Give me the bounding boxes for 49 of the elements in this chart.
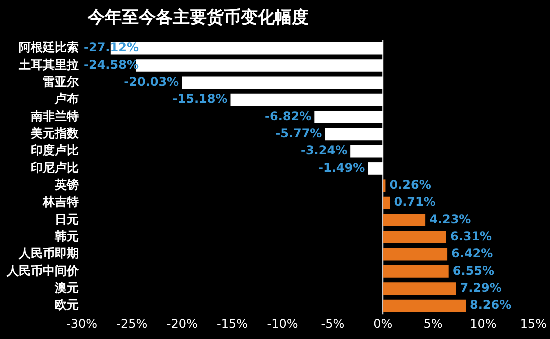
x-tick-label: 0% (374, 316, 393, 331)
x-tick-label: 15% (520, 316, 547, 331)
y-tick-label: 阿根廷比索 (19, 40, 79, 55)
y-tick-label: 人民币中间价 (6, 264, 80, 278)
data-label: -5.77% (276, 126, 322, 141)
bar (383, 300, 466, 312)
x-tick-label: 5% (424, 316, 443, 331)
data-label: 0.26% (390, 178, 432, 192)
y-tick-label: 美元指数 (30, 126, 80, 141)
data-label: 6.55% (452, 264, 494, 278)
y-tick-label: 卢布 (54, 92, 79, 106)
x-tick-label: -15% (217, 316, 248, 331)
x-tick-label: -30% (66, 316, 98, 331)
data-label: 6.31% (450, 229, 492, 244)
data-label: -1.49% (318, 160, 366, 175)
y-tick-label: 林吉特 (42, 195, 79, 210)
x-tick-label: -20% (166, 316, 198, 331)
data-label: 7.29% (460, 280, 502, 295)
y-tick-label: 澳元 (54, 280, 79, 295)
y-tick-label: 英镑 (54, 178, 79, 192)
data-label: 6.42% (452, 246, 494, 261)
x-tick-label: -25% (116, 316, 148, 331)
data-label: -6.82% (265, 109, 312, 124)
bar (383, 282, 456, 296)
y-tick-label: 雷亚尔 (43, 75, 80, 90)
x-tick-label: 10% (470, 316, 497, 331)
chart-title: 今年至今各主要货币变化幅度 (88, 7, 309, 29)
y-tick-label: 印度卢比 (31, 144, 79, 158)
bar (383, 214, 426, 226)
x-tick-label: -5% (321, 316, 345, 331)
bar (383, 231, 446, 244)
bar (383, 196, 390, 210)
bar (383, 266, 449, 278)
x-tick-label: -10% (267, 316, 298, 331)
y-tick-label: 印尼卢比 (31, 160, 79, 175)
bar (383, 248, 448, 261)
y-tick-label: 欧元 (55, 298, 79, 312)
bar (383, 180, 386, 192)
y-tick-label: 土耳其里拉 (18, 58, 79, 72)
data-label: 0.71% (394, 195, 436, 210)
y-tick-label: 人民币即期 (18, 246, 79, 261)
data-label: -15.18% (172, 92, 228, 106)
data-label: -3.24% (300, 144, 348, 158)
y-tick-label: 南非兰特 (30, 109, 79, 124)
data-label: 8.26% (470, 298, 512, 312)
data-label: 4.23% (430, 212, 472, 226)
y-tick-label: 韩元 (54, 229, 79, 244)
data-label: -20.03% (124, 75, 180, 90)
y-tick-label: 日元 (55, 212, 79, 226)
